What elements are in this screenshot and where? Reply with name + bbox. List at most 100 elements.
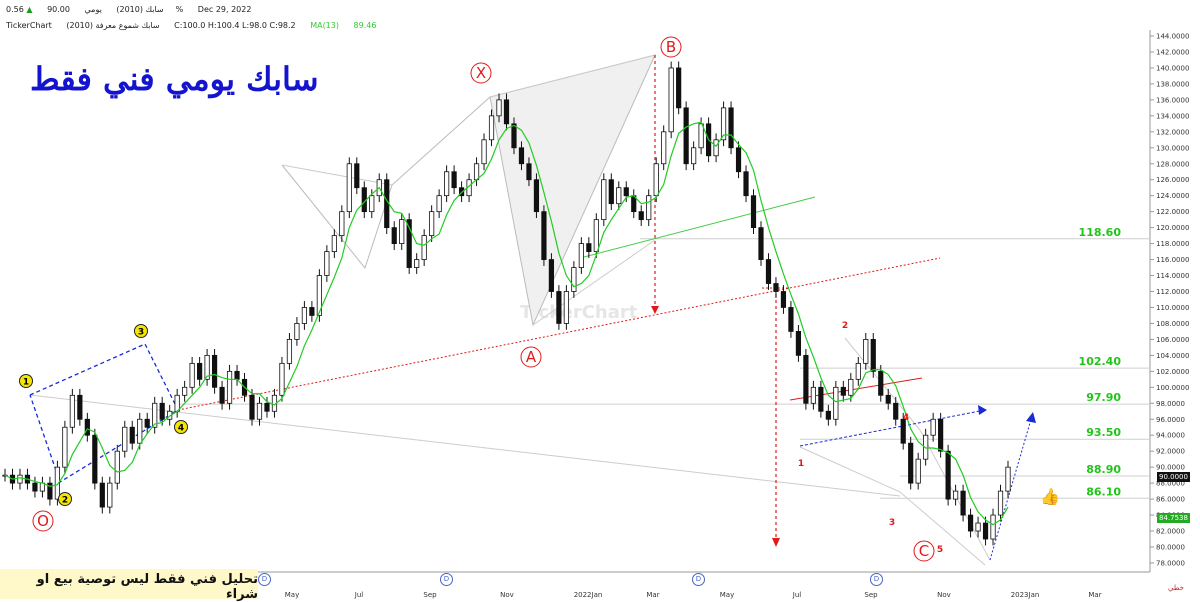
candle-body xyxy=(458,187,465,197)
elliott-wave-label: 4 xyxy=(903,413,909,423)
thumbs-up-icon[interactable]: 👍 xyxy=(1040,487,1060,506)
header-line-2: TickerChart سابك شموع معرفة (2010) C:100… xyxy=(6,21,388,30)
candle-body xyxy=(69,394,75,428)
scale-mode-label[interactable]: خطي xyxy=(1168,584,1184,592)
candle-body xyxy=(511,123,517,149)
candle-body xyxy=(189,362,195,388)
y-tick-label: 92.0000 xyxy=(1156,448,1185,456)
wave-count-marker xyxy=(19,374,33,388)
ma-value: 89.46 xyxy=(353,21,377,30)
candle-body xyxy=(915,458,921,484)
y-tick-label: 134.0000 xyxy=(1156,112,1189,120)
y-tick-label: 126.0000 xyxy=(1156,176,1189,184)
candle-body xyxy=(601,179,607,221)
candle-body xyxy=(556,291,562,324)
candle-body xyxy=(803,354,809,404)
change-percent: 0.56% xyxy=(6,5,184,14)
candle-body xyxy=(878,370,884,396)
pattern-point-marker xyxy=(913,540,935,562)
candle-body xyxy=(743,171,749,197)
candle-body xyxy=(533,179,540,213)
candle-body xyxy=(788,307,794,332)
ma-label: MA(13) xyxy=(310,21,339,30)
candle-body xyxy=(421,235,427,260)
candle-body xyxy=(571,267,577,292)
y-tick-label: 96.0000 xyxy=(1156,416,1185,424)
pattern-point-label: A xyxy=(526,348,537,366)
elliott-wave-label: 3 xyxy=(889,518,895,528)
candle-body xyxy=(309,307,315,316)
candle-body xyxy=(563,291,569,324)
level-label: 86.10 xyxy=(1086,485,1121,498)
candle-body xyxy=(436,195,442,213)
candle-body xyxy=(765,259,772,284)
candle-body xyxy=(885,394,891,404)
candle-body xyxy=(728,107,734,149)
x-tick-label: 2022Jan xyxy=(574,591,603,599)
candle-body xyxy=(608,179,614,205)
candle-body xyxy=(541,211,547,260)
y-tick-label: 78.0000 xyxy=(1156,559,1185,567)
x-tick-label: Sep xyxy=(423,591,437,599)
blue-arrow-head xyxy=(978,405,987,415)
watermark: TickerChart xyxy=(520,302,638,323)
pattern-point-label: X xyxy=(476,64,486,82)
x-tick-label: May xyxy=(285,591,299,599)
chart-overlay-title: سابك يومي فني فقط xyxy=(30,60,319,98)
candle-body xyxy=(982,522,989,540)
candle-body xyxy=(256,402,263,420)
wave-count-marker xyxy=(134,324,148,338)
x-tick-label: Nov xyxy=(937,591,951,599)
candle-body xyxy=(62,426,68,468)
dividend-marker-icon[interactable]: D xyxy=(870,573,883,586)
candle-body xyxy=(638,211,644,221)
dividend-marker-icon[interactable]: D xyxy=(440,573,453,586)
level-label: 118.60 xyxy=(1079,226,1122,239)
candle-body xyxy=(339,211,345,237)
wave-count-label: 3 xyxy=(138,328,144,338)
candle-body xyxy=(997,490,1004,516)
candle-body xyxy=(683,107,689,165)
dividend-marker-icon[interactable]: D xyxy=(692,573,705,586)
candle-body xyxy=(354,163,360,189)
candle-body xyxy=(893,402,899,420)
candle-body xyxy=(967,514,974,532)
wave-count-label: 2 xyxy=(62,496,68,506)
x-tick-label: Nov xyxy=(500,591,514,599)
y-tick-label: 110.0000 xyxy=(1156,304,1189,312)
candle-body xyxy=(833,386,839,420)
y-tick-label: 90.0000 xyxy=(1156,464,1185,472)
dividend-marker-icon[interactable]: D xyxy=(258,573,271,586)
wave-count-marker xyxy=(174,420,188,434)
y-tick-label: 136.0000 xyxy=(1156,96,1189,104)
x-tick-label: Jul xyxy=(354,591,364,599)
candle-body xyxy=(226,370,233,404)
candle-body xyxy=(526,163,532,181)
disclaimer-text: تحليل فني فقط ليس توصية بيع او شراء xyxy=(36,572,258,602)
candle-body xyxy=(810,386,816,404)
candle-body xyxy=(848,378,854,396)
pattern-point-marker xyxy=(32,510,54,532)
candle-body xyxy=(234,370,240,380)
pattern-line xyxy=(281,164,393,186)
y-tick-label: 80.0000 xyxy=(1156,544,1185,552)
candle-body xyxy=(855,362,861,380)
pattern-line xyxy=(281,96,491,270)
candle-body xyxy=(863,339,869,364)
candle-body xyxy=(668,67,674,133)
candle-body xyxy=(698,123,704,149)
pattern-point-label: C xyxy=(919,542,929,560)
candle-body xyxy=(496,99,502,117)
candle-body xyxy=(518,147,525,165)
candle-body xyxy=(324,251,330,276)
candle-body xyxy=(713,139,719,157)
y-tick-label: 88.0000 xyxy=(1156,480,1185,488)
y-tick-label: 114.0000 xyxy=(1156,272,1189,280)
y-tick-label: 128.0000 xyxy=(1156,160,1189,168)
candle-body xyxy=(197,362,203,380)
y-tick-label: 122.0000 xyxy=(1156,208,1189,216)
candle-body xyxy=(264,402,270,412)
candle-body xyxy=(211,354,218,388)
candle-body xyxy=(548,259,555,292)
